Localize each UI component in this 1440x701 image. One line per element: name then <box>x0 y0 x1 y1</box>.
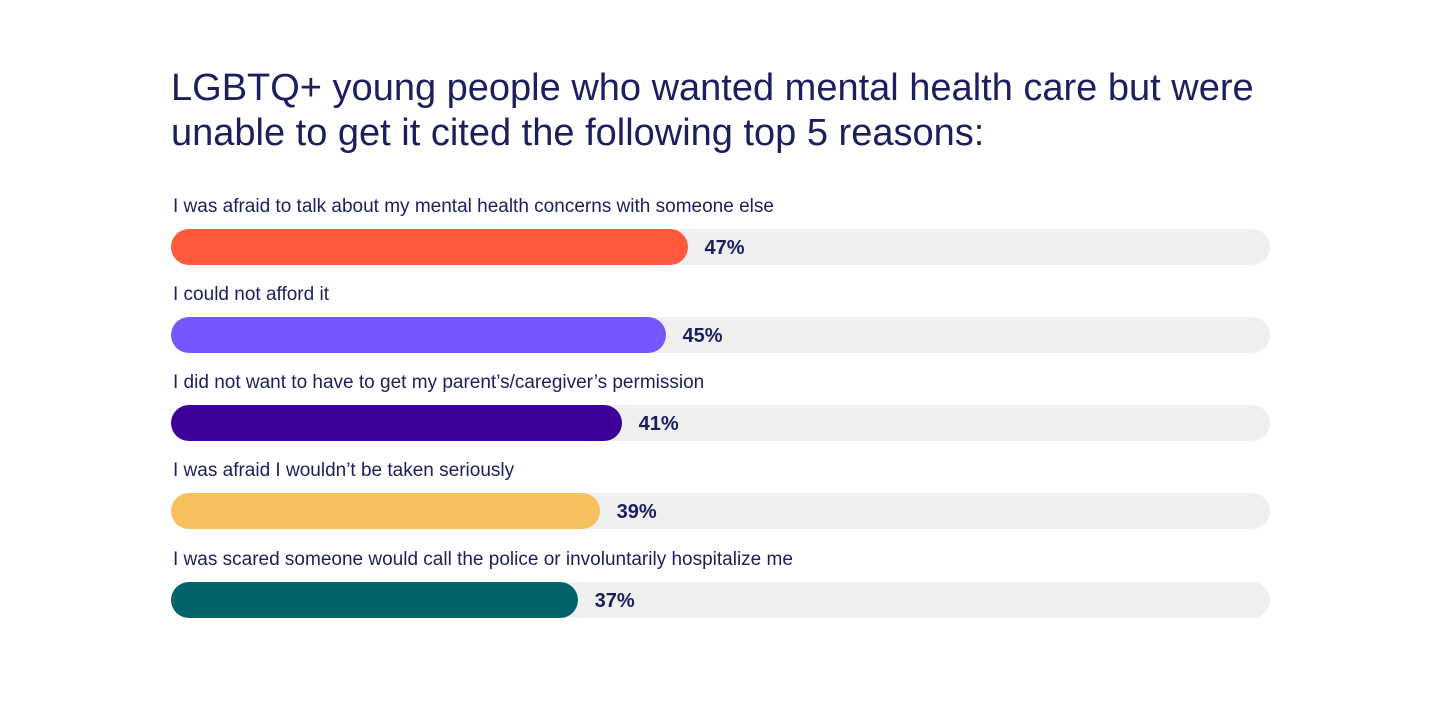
bar-row: I was scared someone would call the poli… <box>171 548 1270 620</box>
bar <box>171 405 622 441</box>
bar-row: I was afraid I wouldn’t be taken serious… <box>171 459 1270 531</box>
value-label: 41% <box>638 413 679 435</box>
bar-track: 37% <box>171 582 1270 618</box>
category-label: I was scared someone would call the poli… <box>173 549 793 570</box>
bar-track: 47% <box>171 229 1270 265</box>
category-label: I could not afford it <box>173 284 329 305</box>
bar-row: I did not want to have to get my parent’… <box>171 371 1270 443</box>
category-label: I did not want to have to get my parent’… <box>173 372 705 393</box>
bar-track: 41% <box>171 405 1270 441</box>
value-label: 47% <box>704 237 745 259</box>
bar-track: 39% <box>171 493 1270 529</box>
category-label: I was afraid I wouldn’t be taken serious… <box>173 460 515 481</box>
value-label: 37% <box>594 590 635 612</box>
value-label: 45% <box>682 325 723 347</box>
chart-title: LGBTQ+ young people who wanted mental he… <box>171 67 1254 154</box>
value-label: 39% <box>616 501 657 523</box>
bar <box>171 582 578 618</box>
category-label: I was afraid to talk about my mental hea… <box>173 196 774 217</box>
bar-track: 45% <box>171 317 1270 353</box>
bar-row: I was afraid to talk about my mental hea… <box>171 195 1270 267</box>
bar <box>171 229 688 265</box>
bar <box>171 493 600 529</box>
bar-row: I could not afford it 45% <box>171 283 1270 355</box>
bar <box>171 317 666 353</box>
